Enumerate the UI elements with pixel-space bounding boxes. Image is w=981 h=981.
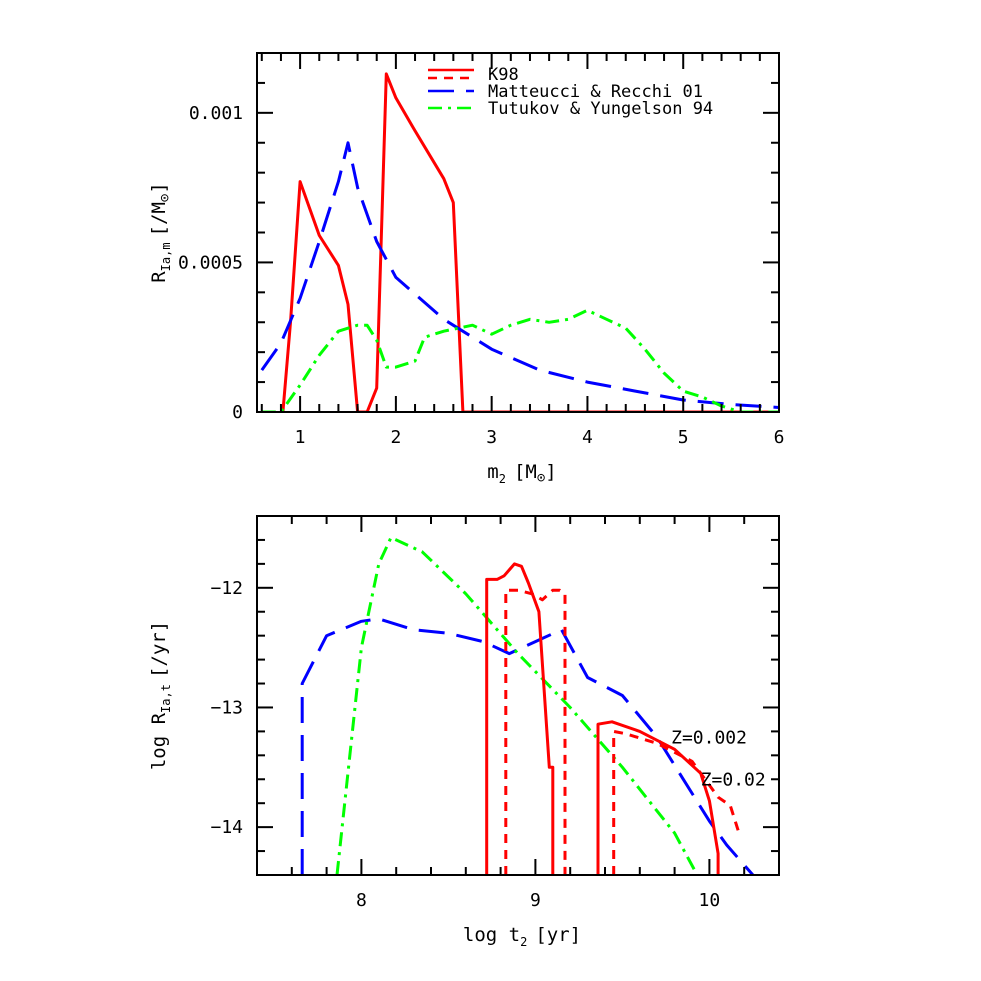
- y-tick-label-bottom: −12: [210, 578, 243, 599]
- y-axis-label-bottom: log RIa,t[/yr]: [148, 621, 173, 770]
- series-bottom-0: [300, 617, 755, 875]
- y-tick-label-bottom: −13: [210, 697, 243, 718]
- y-tick-label-top: 0.0005: [178, 252, 243, 273]
- annotation-0: Z=0.002: [671, 727, 747, 748]
- x-tick-label-bottom: 8: [356, 890, 367, 911]
- legend-label-0: K98: [488, 65, 519, 85]
- bottom-panel: 8 9 10 −14 −13 −12 log t2 [yr] log RIa,t[/yr] Z=0…: [148, 515, 780, 949]
- y-tick-label-top: 0: [232, 402, 243, 423]
- y-tick-label-top: 0.001: [189, 103, 243, 124]
- x-tick-label-top: 6: [774, 427, 785, 448]
- x-tick-label-top: 3: [486, 427, 497, 448]
- x-tick-label-bottom: 10: [699, 890, 721, 911]
- series-bottom-5: [612, 729, 741, 875]
- legend-label-1: Matteucci & Recchi 01: [488, 82, 703, 102]
- y-axis-label-top: RIa,m[/M⊙]: [148, 182, 173, 283]
- annotation-1: Z=0.02: [701, 769, 766, 790]
- x-tick-label-bottom: 9: [530, 890, 541, 911]
- x-axis-label-bottom: log t2 [yr]: [463, 924, 581, 949]
- x-tick-label-top: 2: [390, 427, 401, 448]
- x-axis-label-top: m2 [M⊙]: [487, 461, 556, 486]
- x-tick-label-top: 4: [582, 427, 593, 448]
- x-tick-label-top: 1: [295, 427, 306, 448]
- series-top-2: [261, 308, 779, 412]
- series-bottom-1: [335, 536, 699, 875]
- series-top-1: [260, 141, 779, 409]
- series-bottom-4: [504, 588, 567, 875]
- y-tick-label-bottom: −14: [210, 817, 243, 838]
- top-panel: 1 2 3 4 5 6 0 0.0005 0.001 m2 [M⊙] RIa,m[/M⊙] K98Mat…: [148, 52, 785, 486]
- series-top-0: [281, 72, 779, 412]
- series-bottom-2: [485, 562, 555, 875]
- series-bottom-3: [596, 720, 720, 875]
- legend-label-2: Tutukov & Yungelson 94: [488, 99, 713, 119]
- plot-frame-bottom: [256, 515, 780, 876]
- x-tick-label-top: 5: [678, 427, 689, 448]
